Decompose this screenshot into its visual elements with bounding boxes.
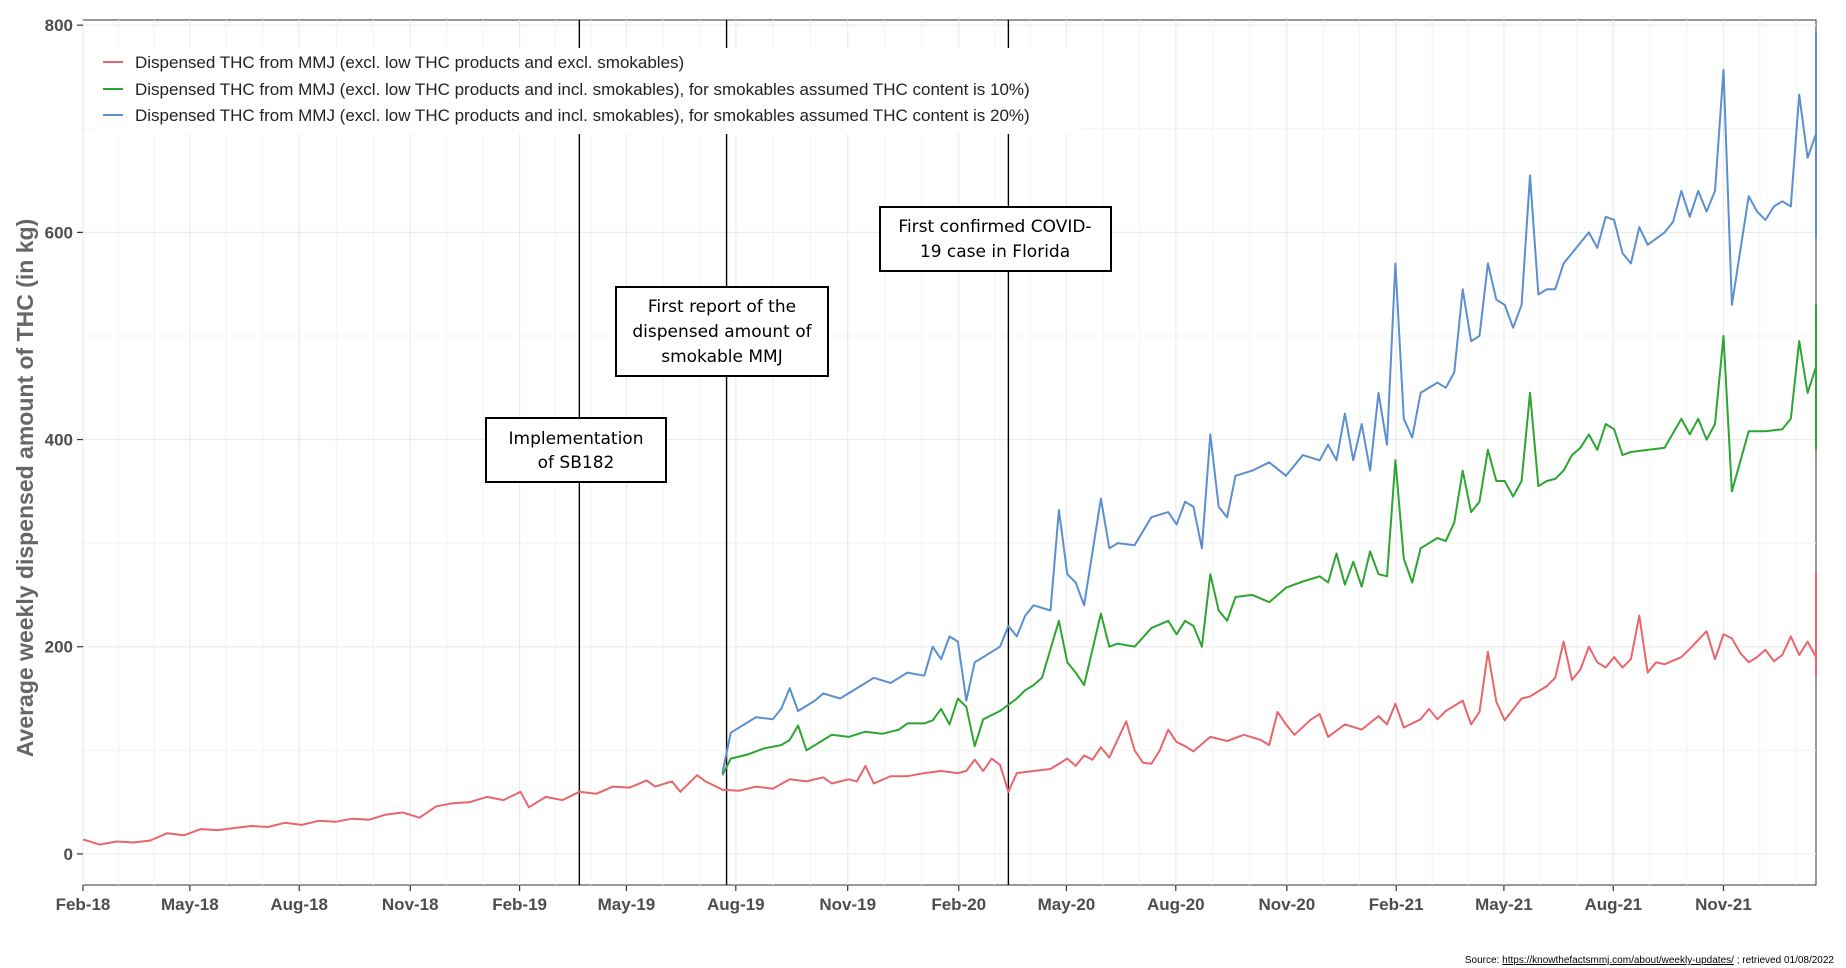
source-suffix: ; retrieved 01/08/2022 <box>1733 955 1834 966</box>
x-tick-label: Feb-19 <box>492 895 547 914</box>
x-axis: Feb-18 May-18 Aug-18 Nov-18 Feb-19 May-19 Aug-… <box>56 885 1752 914</box>
annotation-covid: First confirmed COVID- 19 case in Florid… <box>879 206 1112 272</box>
x-tick-label: Nov-21 <box>1695 895 1752 914</box>
legend-background <box>92 48 1082 134</box>
x-tick-label: Nov-18 <box>382 895 439 914</box>
x-tick-label: May-20 <box>1038 895 1096 914</box>
annotation-line: dispensed amount of <box>632 322 812 342</box>
x-tick-label: Feb-20 <box>931 895 986 914</box>
series-line-smokables-20pct <box>721 32 1817 774</box>
annotation-line: smokable MMJ <box>661 347 783 367</box>
x-tick-label: Feb-21 <box>1369 895 1424 914</box>
x-tick-label: May-19 <box>598 895 656 914</box>
y-tick-label: 200 <box>45 638 73 657</box>
annotation-box <box>879 206 1112 272</box>
legend-label-blue: Dispensed THC from MMJ (excl. low THC pr… <box>135 106 1030 125</box>
series-line-excl-smokables <box>82 571 1817 846</box>
annotation-line: First report of the <box>648 297 796 317</box>
x-tick-label: May-21 <box>1475 895 1533 914</box>
data-series <box>82 32 1817 846</box>
source-note: Source: https://knowthefactsmmj.com/abou… <box>1465 955 1834 966</box>
y-tick-label: 800 <box>45 16 73 35</box>
y-tick-label: 0 <box>64 845 73 864</box>
y-tick-label: 600 <box>45 223 73 242</box>
source-link[interactable]: https://knowthefactsmmj.com/about/weekly… <box>1502 955 1734 966</box>
annotation-line: First confirmed COVID- <box>898 217 1091 237</box>
x-tick-label: Aug-20 <box>1147 895 1205 914</box>
x-tick-label: May-18 <box>161 895 219 914</box>
annotation-smokable-report: First report of the dispensed amount of … <box>615 286 829 377</box>
legend-label-green: Dispensed THC from MMJ (excl. low THC pr… <box>135 80 1030 99</box>
x-tick-label: Nov-20 <box>1259 895 1316 914</box>
x-tick-label: Feb-18 <box>56 895 111 914</box>
series-line-smokables-10pct <box>721 303 1817 776</box>
annotation-line: Implementation <box>509 429 644 449</box>
x-tick-label: Aug-19 <box>707 895 765 914</box>
y-axis: 0 200 400 600 800 <box>45 16 83 864</box>
x-tick-label: Nov-19 <box>819 895 876 914</box>
legend: Dispensed THC from MMJ (excl. low THC pr… <box>92 48 1082 134</box>
source-prefix: Source: <box>1464 955 1503 966</box>
annotation-line: 19 case in Florida <box>920 242 1070 262</box>
plot-panel <box>82 19 1817 886</box>
annotation-line: of SB182 <box>538 453 615 473</box>
y-tick-label: 400 <box>45 431 73 450</box>
x-tick-label: Aug-21 <box>1584 895 1642 914</box>
annotation-box <box>615 286 829 377</box>
legend-label-red: Dispensed THC from MMJ (excl. low THC pr… <box>135 53 684 72</box>
annotation-sb182: Implementation of SB182 <box>485 417 667 483</box>
annotation-box <box>485 417 667 483</box>
y-axis-title: Average weekly dispensed amount of THC (… <box>12 219 38 757</box>
x-tick-label: Aug-18 <box>270 895 328 914</box>
